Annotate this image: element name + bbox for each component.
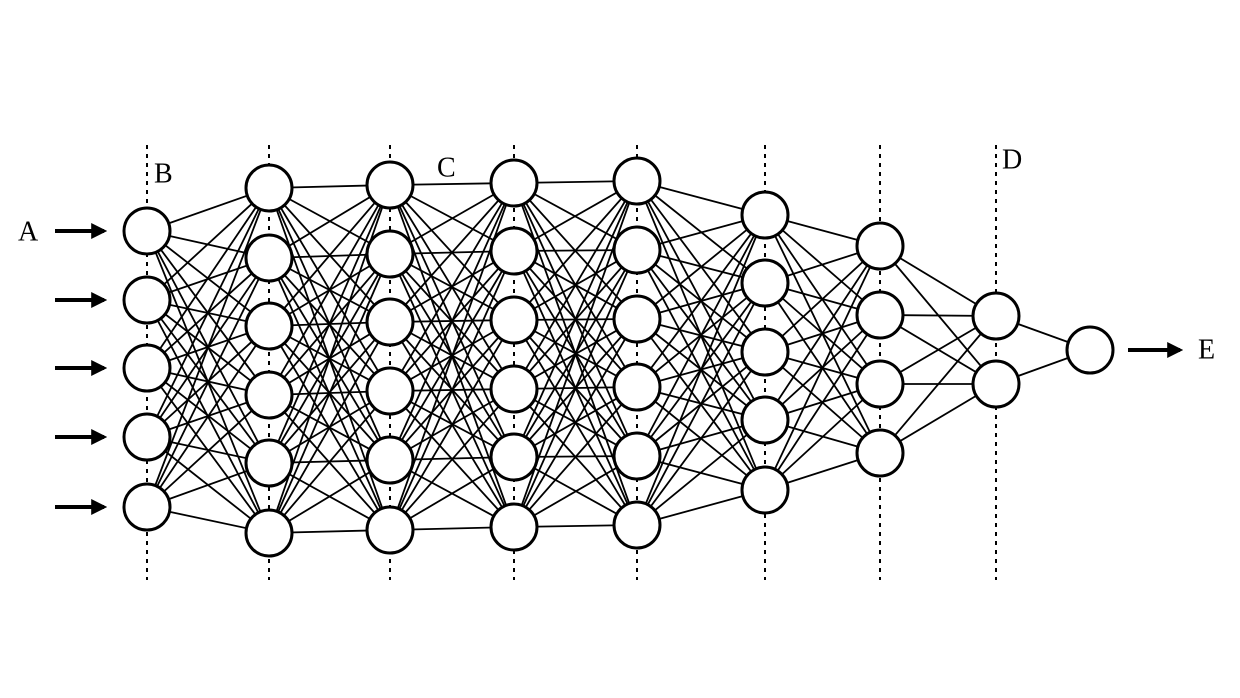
neuron (612, 156, 662, 206)
neuron (612, 500, 662, 550)
connection (268, 390, 391, 534)
connection (146, 394, 270, 508)
neuron (855, 359, 905, 409)
connection (513, 386, 638, 528)
connection (513, 180, 638, 390)
connection (764, 245, 881, 353)
connection (513, 180, 638, 458)
label-b: B (154, 158, 173, 189)
neuron (855, 221, 905, 271)
connection (389, 319, 515, 531)
neuron (365, 435, 415, 485)
neuron (365, 229, 415, 279)
label-c: C (437, 152, 456, 183)
connection (146, 257, 270, 508)
connection (513, 249, 638, 528)
connection (389, 182, 515, 392)
connection (268, 184, 391, 464)
connection (636, 351, 766, 526)
neuron (489, 432, 539, 482)
connection (636, 419, 766, 526)
neuron (489, 158, 539, 208)
connection (636, 214, 766, 457)
neuron (740, 190, 790, 240)
connection (764, 245, 881, 421)
connections (146, 180, 1091, 534)
neuron (122, 343, 172, 393)
connection (879, 315, 997, 454)
neuron (122, 412, 172, 462)
neuron (244, 370, 294, 420)
label-a: A (18, 216, 39, 247)
neuron (122, 275, 172, 325)
connection (513, 180, 638, 321)
neuron (855, 290, 905, 340)
neuron (365, 505, 415, 555)
neuron (244, 233, 294, 283)
connection (764, 245, 881, 491)
neuron (1065, 325, 1115, 375)
neuron (244, 301, 294, 351)
connection (636, 214, 766, 320)
connection (764, 383, 881, 491)
connection (389, 388, 515, 531)
neuron (740, 465, 790, 515)
neuron (612, 225, 662, 275)
neuron (122, 482, 172, 532)
connection (636, 214, 766, 388)
neuron (489, 226, 539, 276)
neuron (244, 508, 294, 558)
neuron (612, 294, 662, 344)
neuron (612, 362, 662, 412)
neuron (244, 163, 294, 213)
connection (268, 184, 391, 327)
connection (389, 250, 515, 531)
connection (389, 182, 515, 461)
neuron (740, 395, 790, 445)
neuron (740, 258, 790, 308)
connection (636, 282, 766, 526)
neuron (489, 295, 539, 345)
neuron (971, 291, 1021, 341)
neuron (855, 428, 905, 478)
connection (146, 187, 270, 438)
neuron (365, 160, 415, 210)
neuron (971, 359, 1021, 409)
label-e: E (1198, 334, 1215, 365)
neuron (489, 502, 539, 552)
io-arrows (55, 223, 1184, 515)
neuron (365, 297, 415, 347)
connection (268, 253, 391, 534)
connection (146, 325, 270, 508)
neuron (365, 366, 415, 416)
connection (268, 184, 391, 396)
neuron (612, 431, 662, 481)
neurons (122, 156, 1115, 558)
neuron (122, 206, 172, 256)
label-d: D (1002, 144, 1022, 175)
connection (146, 187, 270, 508)
connection (764, 314, 881, 491)
connection (513, 318, 638, 528)
connection (146, 187, 270, 301)
connection (389, 182, 515, 323)
neuron (244, 438, 294, 488)
neuron (740, 327, 790, 377)
neuron (489, 364, 539, 414)
connection (146, 187, 270, 369)
connection (268, 321, 391, 534)
connection (636, 214, 766, 526)
